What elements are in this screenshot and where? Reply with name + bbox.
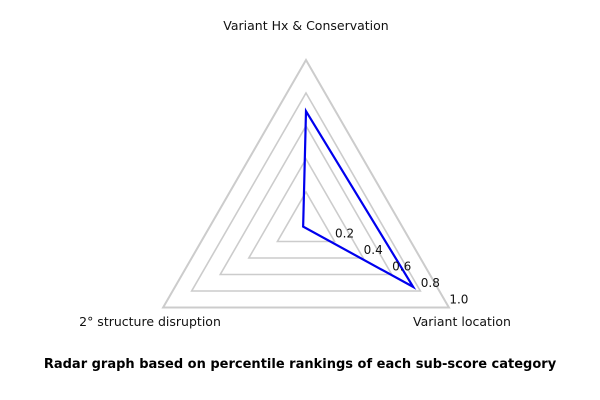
radial-tick-label-0.2: 0.2 xyxy=(335,227,354,241)
axis-label-variant-location: Variant location xyxy=(413,314,511,329)
radial-tick-label-0.8: 0.8 xyxy=(421,276,440,290)
radial-tick-label-0.6: 0.6 xyxy=(392,260,411,274)
grid-ring-0.6 xyxy=(218,124,394,276)
radial-tick-label-0.4: 0.4 xyxy=(364,243,383,257)
axis-label-variant-hx-conservation: Variant Hx & Conservation xyxy=(223,18,389,33)
axis-label-secondary-structure-disruption: 2° structure disruption xyxy=(79,314,221,329)
grid-ring-1.0 xyxy=(161,57,451,309)
grid-ring-0.2 xyxy=(276,190,336,243)
grid-ring-0.8 xyxy=(190,91,422,292)
figure-caption: Radar graph based on percentile rankings… xyxy=(43,357,557,372)
radial-tick-label-1.0: 1.0 xyxy=(449,293,468,307)
grid-ring-0.4 xyxy=(247,157,365,259)
data-polygon xyxy=(302,107,417,290)
